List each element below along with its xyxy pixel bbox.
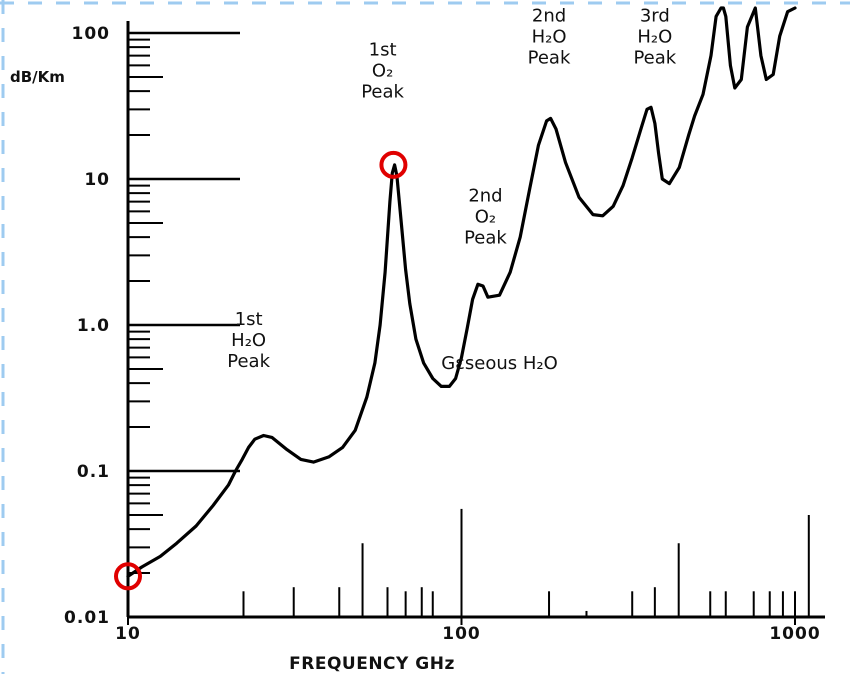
annotation-label: 1st O₂ Peak [361,40,404,103]
x-tick-label: 100 [442,624,481,644]
x-tick-label: 1000 [769,624,820,644]
annotation-line: Gεseous H₂O [441,353,558,374]
y-tick-label: 0.1 [77,462,110,482]
annotation-line: 1st [369,40,397,61]
annotation-line: Peak [361,82,404,103]
annotation-line: 2nd [468,186,502,207]
annotation-line: H₂O [532,26,567,47]
x-tick-label: 10 [115,624,141,644]
y-tick-label: 1.0 [77,316,110,336]
annotation-line: 3rd [640,5,670,26]
y-axis-label: dB/Km [10,68,65,86]
y-tick-label: 100 [72,24,111,44]
annotation-line: H₂O [637,26,672,47]
y-tick-label: 10 [84,170,110,190]
annotation-line: Peak [464,228,507,249]
annotation-line: H₂O [231,330,266,351]
annotation-line: 1st [235,309,263,330]
annotation-line: Peak [633,47,676,68]
annotation-line: O₂ [475,207,496,228]
y-tick-label: 0.01 [64,608,110,628]
annotation-label: 3rd H₂O Peak [633,5,676,68]
annotation-line: Peak [528,47,571,68]
annotation-label: 2nd O₂ Peak [464,186,507,249]
annotation-label: 2nd H₂O Peak [528,5,571,68]
annotation-line: O₂ [372,61,393,82]
annotation-label: 1st H₂O Peak [227,309,270,372]
attenuation-curve [128,8,795,576]
annotation-line: 2nd [532,5,566,26]
x-axis-label: FREQUENCY GHz [289,654,455,674]
annotation-line: Peak [227,351,270,372]
annotation-label: Gεseous H₂O [441,353,558,374]
